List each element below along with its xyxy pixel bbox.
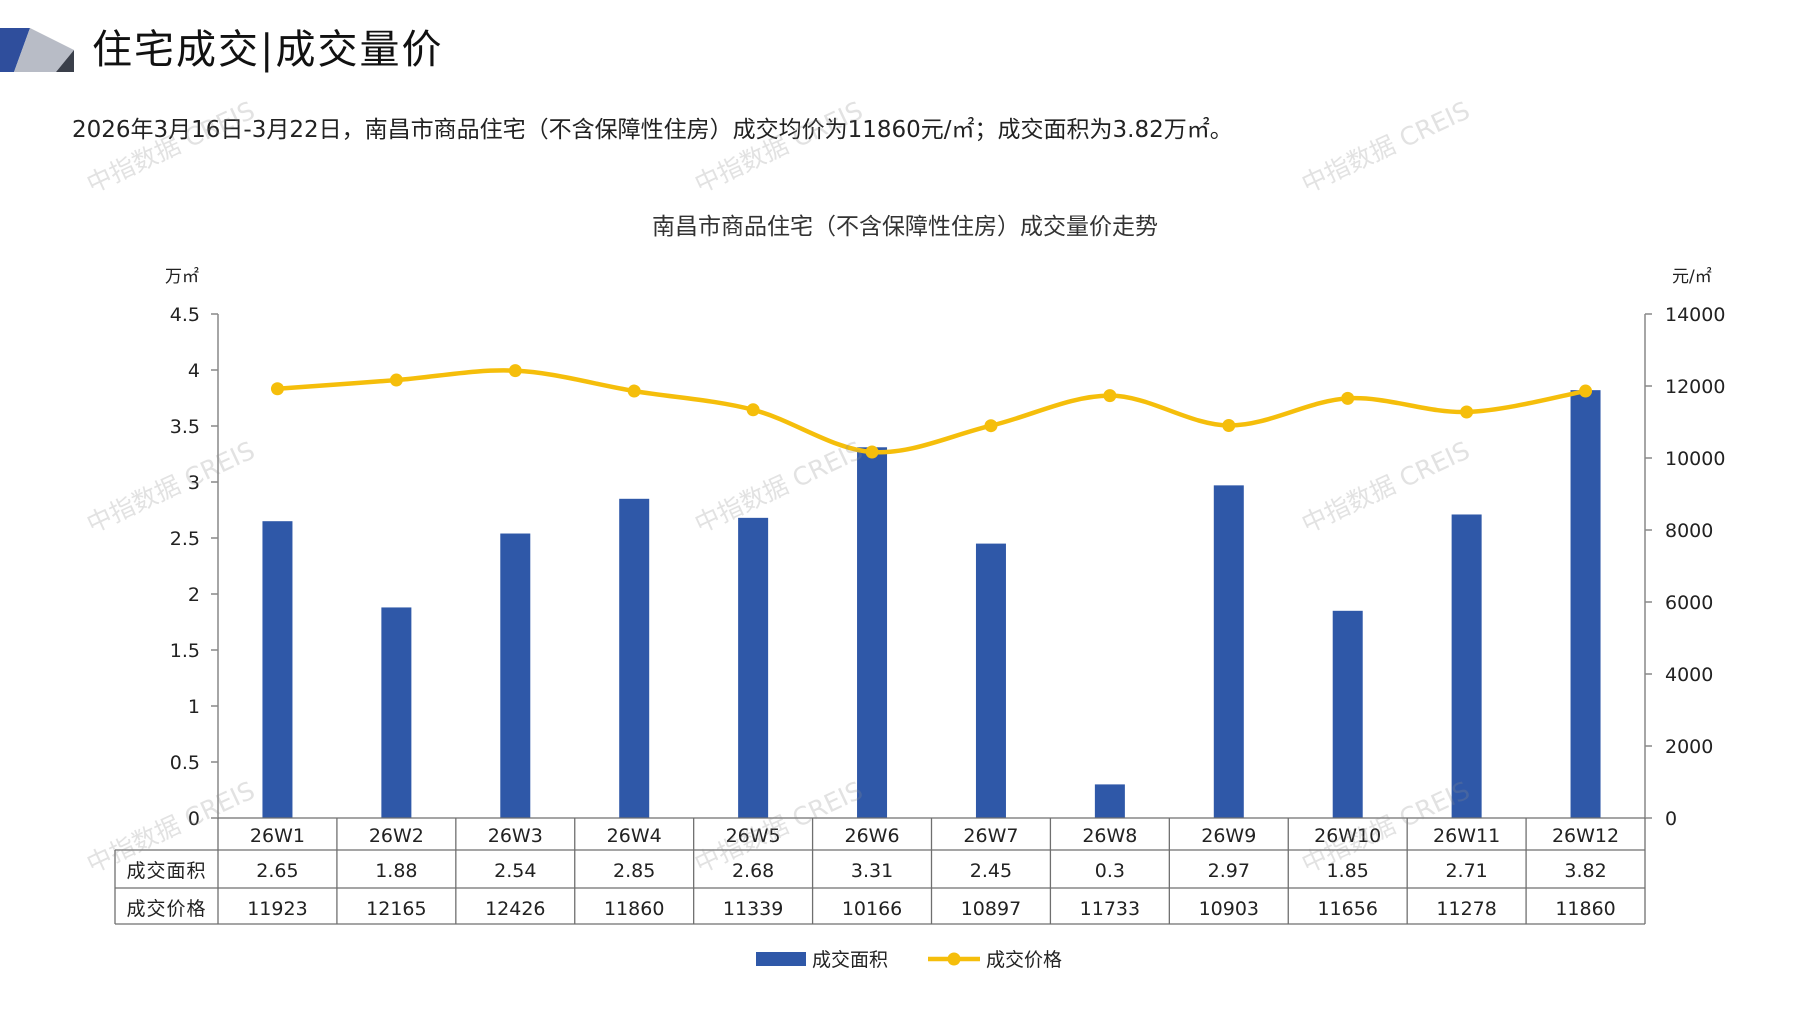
right-tick-label: 2000 bbox=[1665, 736, 1713, 758]
bar-26W1 bbox=[262, 521, 293, 818]
bar-26W10 bbox=[1332, 610, 1363, 818]
x-tick-label: 26W4 bbox=[607, 825, 662, 847]
x-tick-label: 26W3 bbox=[488, 825, 543, 847]
price-point-26W2 bbox=[389, 373, 403, 387]
bar-26W8 bbox=[1094, 784, 1125, 818]
right-axis-unit: 元/㎡ bbox=[1672, 267, 1712, 287]
table-cell-area: 1.85 bbox=[1327, 860, 1369, 882]
right-tick-label: 4000 bbox=[1665, 664, 1713, 686]
price-point-26W3 bbox=[508, 364, 522, 378]
price-point-26W10 bbox=[1341, 391, 1355, 405]
legend-line-marker bbox=[947, 952, 961, 966]
price-point-26W7 bbox=[984, 419, 998, 433]
table-cell-area: 1.88 bbox=[375, 860, 417, 882]
x-tick-label: 26W9 bbox=[1201, 825, 1256, 847]
right-tick-label: 8000 bbox=[1665, 520, 1713, 542]
left-tick-label: 0 bbox=[188, 808, 200, 830]
table-cell-area: 2.54 bbox=[494, 860, 536, 882]
left-axis-unit: 万㎡ bbox=[165, 267, 199, 287]
x-tick-label: 26W12 bbox=[1552, 825, 1619, 847]
bar-26W4 bbox=[619, 498, 650, 818]
price-point-26W6 bbox=[865, 445, 879, 459]
price-point-26W11 bbox=[1460, 405, 1474, 419]
table-cell-price: 11923 bbox=[247, 898, 307, 920]
table-cell-price: 11860 bbox=[604, 898, 664, 920]
table-cell-price: 10897 bbox=[961, 898, 1021, 920]
left-tick-label: 4.5 bbox=[170, 304, 200, 326]
x-tick-label: 26W2 bbox=[369, 825, 424, 847]
x-tick-label: 26W7 bbox=[963, 825, 1018, 847]
price-point-26W12 bbox=[1579, 384, 1593, 398]
left-tick-label: 2 bbox=[188, 584, 200, 606]
left-tick-label: 0.5 bbox=[170, 752, 200, 774]
table-cell-area: 3.82 bbox=[1564, 860, 1606, 882]
table-cell-area: 3.31 bbox=[851, 860, 893, 882]
left-tick-label: 2.5 bbox=[170, 528, 200, 550]
left-tick-label: 3.5 bbox=[170, 416, 200, 438]
price-point-26W1 bbox=[270, 382, 284, 396]
bar-26W5 bbox=[738, 517, 769, 818]
bar-26W3 bbox=[500, 533, 531, 818]
summary-text: 2026年3月16日-3月22日，南昌市商品住宅（不含保障性住房）成交均价为11… bbox=[72, 117, 1233, 143]
bar-26W2 bbox=[381, 607, 412, 818]
table-row-label-price: 成交价格 bbox=[126, 898, 206, 920]
table-cell-price: 10166 bbox=[842, 898, 902, 920]
legend-bar-swatch bbox=[756, 952, 806, 966]
right-tick-label: 6000 bbox=[1665, 592, 1713, 614]
table-cell-price: 11733 bbox=[1080, 898, 1140, 920]
table-cell-area: 2.97 bbox=[1208, 860, 1250, 882]
logo-blue-shape bbox=[0, 28, 30, 72]
table-cell-area: 2.85 bbox=[613, 860, 655, 882]
bar-26W6 bbox=[857, 447, 888, 818]
logo-dark-shape bbox=[56, 50, 74, 72]
table-cell-area: 2.65 bbox=[256, 860, 298, 882]
right-tick-label: 10000 bbox=[1665, 448, 1725, 470]
left-tick-label: 4 bbox=[188, 360, 200, 382]
legend: 成交面积 成交价格 bbox=[756, 949, 1062, 971]
price-point-26W8 bbox=[1103, 389, 1117, 403]
table-cell-area: 2.71 bbox=[1445, 860, 1487, 882]
legend-bar-label: 成交面积 bbox=[812, 949, 888, 971]
table-cell-price: 12165 bbox=[366, 898, 426, 920]
table-cell-price: 11860 bbox=[1555, 898, 1615, 920]
logo-gray-shape bbox=[14, 28, 74, 72]
right-tick-label: 14000 bbox=[1665, 304, 1725, 326]
x-tick-label: 26W8 bbox=[1082, 825, 1137, 847]
x-tick-label: 26W6 bbox=[845, 825, 900, 847]
table-row-label-area: 成交面积 bbox=[126, 860, 206, 882]
table-cell-price: 10903 bbox=[1199, 898, 1259, 920]
price-point-26W4 bbox=[627, 384, 641, 398]
left-tick-label: 1.5 bbox=[170, 640, 200, 662]
chart-title: 南昌市商品住宅（不含保障性住房）成交量价走势 bbox=[652, 214, 1158, 240]
table-cell-price: 11278 bbox=[1436, 898, 1496, 920]
bar-26W9 bbox=[1213, 485, 1244, 818]
table-cell-area: 2.45 bbox=[970, 860, 1012, 882]
price-line bbox=[277, 368, 1586, 455]
x-tick-label: 26W10 bbox=[1314, 825, 1381, 847]
table-cell-price: 11656 bbox=[1317, 898, 1377, 920]
bar-26W11 bbox=[1451, 514, 1482, 818]
price-point-26W9 bbox=[1222, 418, 1236, 432]
table-cell-price: 12426 bbox=[485, 898, 545, 920]
bar-26W12 bbox=[1570, 390, 1601, 818]
left-tick-label: 1 bbox=[188, 696, 200, 718]
page-title: 住宅成交|成交量价 bbox=[92, 27, 444, 73]
left-tick-label: 3 bbox=[188, 472, 200, 494]
right-tick-label: 0 bbox=[1665, 808, 1677, 830]
table-cell-price: 11339 bbox=[723, 898, 783, 920]
x-tick-label: 26W5 bbox=[726, 825, 781, 847]
price-point-26W5 bbox=[746, 403, 760, 417]
x-tick-label: 26W11 bbox=[1433, 825, 1500, 847]
table-cell-area: 2.68 bbox=[732, 860, 774, 882]
right-tick-label: 12000 bbox=[1665, 376, 1725, 398]
x-tick-label: 26W1 bbox=[250, 825, 305, 847]
table-cell-area: 0.3 bbox=[1095, 860, 1125, 882]
bar-26W7 bbox=[975, 543, 1006, 818]
legend-line-label: 成交价格 bbox=[986, 949, 1062, 971]
logo bbox=[0, 28, 74, 72]
